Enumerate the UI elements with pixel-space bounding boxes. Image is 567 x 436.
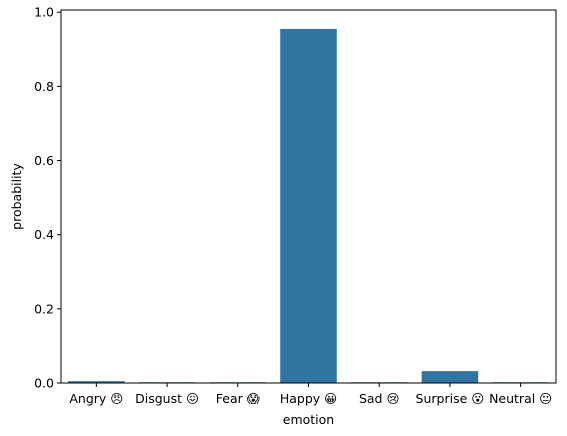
y-tick-label: 0.8	[34, 79, 54, 94]
x-tick-label: Happy 😀	[280, 391, 337, 406]
x-tick-label: Fear 😱	[216, 391, 260, 406]
y-axis-label: probability	[9, 163, 24, 230]
x-tick-label: Surprise 😮	[416, 391, 485, 406]
bar-5	[421, 371, 479, 383]
bar-3	[280, 28, 337, 383]
y-tick-label: 0.0	[34, 376, 54, 391]
y-axis-ticks: 0.0 0.2 0.4 0.6 0.8 1.0	[34, 5, 61, 391]
y-tick-label: 0.4	[34, 227, 54, 242]
bar-0	[68, 381, 125, 383]
y-tick-label: 0.6	[34, 153, 54, 168]
x-tick-label: Angry 😠	[69, 391, 123, 406]
x-tick-label: Neutral 😐	[489, 391, 552, 406]
plot-frame	[60, 9, 557, 384]
bars-layer	[68, 28, 549, 383]
x-axis-label: emotion	[283, 412, 334, 427]
x-tick-label: Sad 😢	[359, 391, 400, 406]
x-tick-label: Disgust 😖	[135, 391, 199, 406]
y-tick-label: 0.2	[34, 301, 54, 316]
x-axis-ticks: Angry 😠 Disgust 😖 Fear 😱 Happy 😀 Sad 😢 Surpri…	[69, 383, 552, 406]
y-tick-label: 1.0	[34, 5, 54, 20]
